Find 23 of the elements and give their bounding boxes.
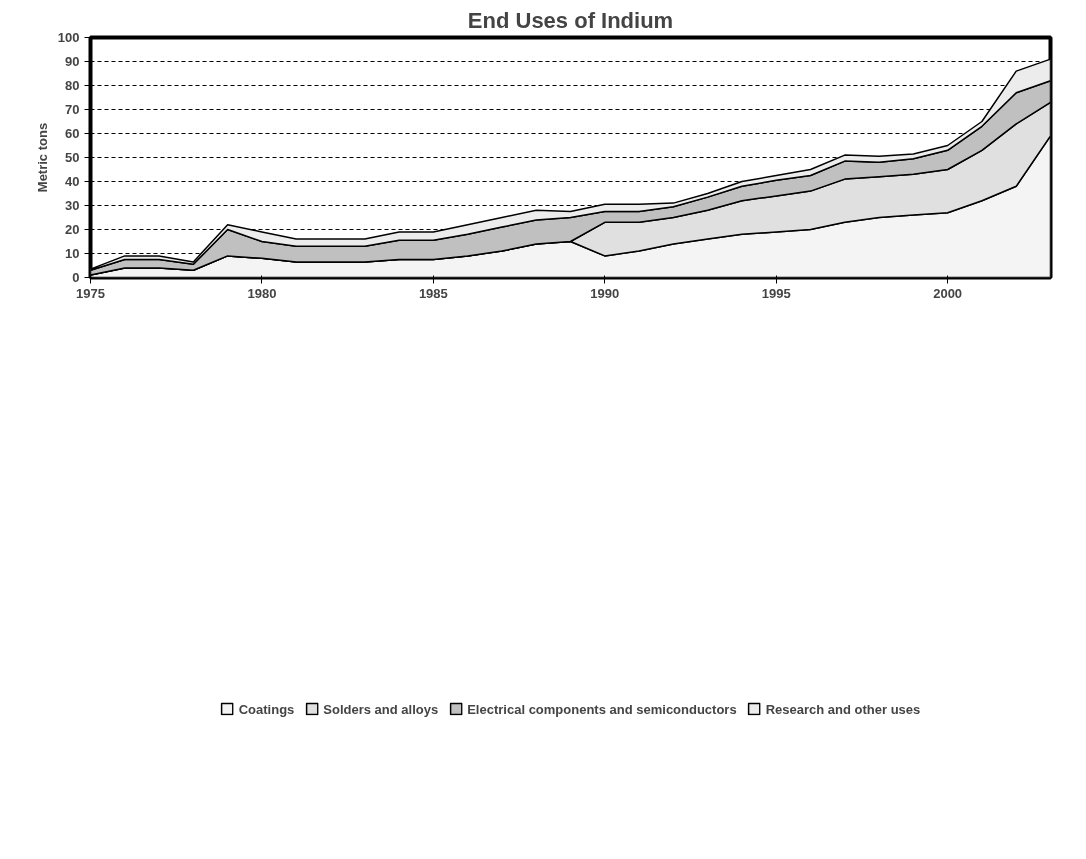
y-tick-label: 40 bbox=[65, 174, 80, 189]
y-tick-label: 100 bbox=[57, 30, 80, 45]
y-tick-label: 50 bbox=[65, 150, 80, 165]
y-tick-label: 30 bbox=[65, 198, 80, 213]
y-tick-label: 80 bbox=[65, 78, 80, 93]
y-axis-title: Metric tons bbox=[34, 122, 50, 193]
y-tick-label: 10 bbox=[65, 246, 80, 261]
legend-label: Research and other uses bbox=[765, 701, 921, 717]
y-tick-label: 20 bbox=[65, 222, 80, 237]
x-tick-label: 1985 bbox=[418, 285, 448, 301]
x-tick-label: 2000 bbox=[933, 285, 963, 301]
y-tick-label: 70 bbox=[65, 102, 80, 117]
chart-title: End Uses of Indium bbox=[467, 7, 674, 33]
x-tick-label: 1995 bbox=[761, 285, 791, 301]
y-tick-label: 60 bbox=[65, 126, 80, 141]
y-tick-label: 0 bbox=[72, 270, 80, 285]
legend-label: Coatings bbox=[238, 701, 295, 717]
legend-label: Solders and alloys bbox=[323, 701, 439, 717]
x-tick-label: 1980 bbox=[247, 285, 277, 301]
legend-label: Electrical components and semiconductors bbox=[467, 701, 737, 717]
x-tick-label: 1975 bbox=[76, 285, 105, 301]
x-tick-label: 1990 bbox=[590, 285, 620, 301]
y-tick-label: 90 bbox=[65, 54, 80, 69]
